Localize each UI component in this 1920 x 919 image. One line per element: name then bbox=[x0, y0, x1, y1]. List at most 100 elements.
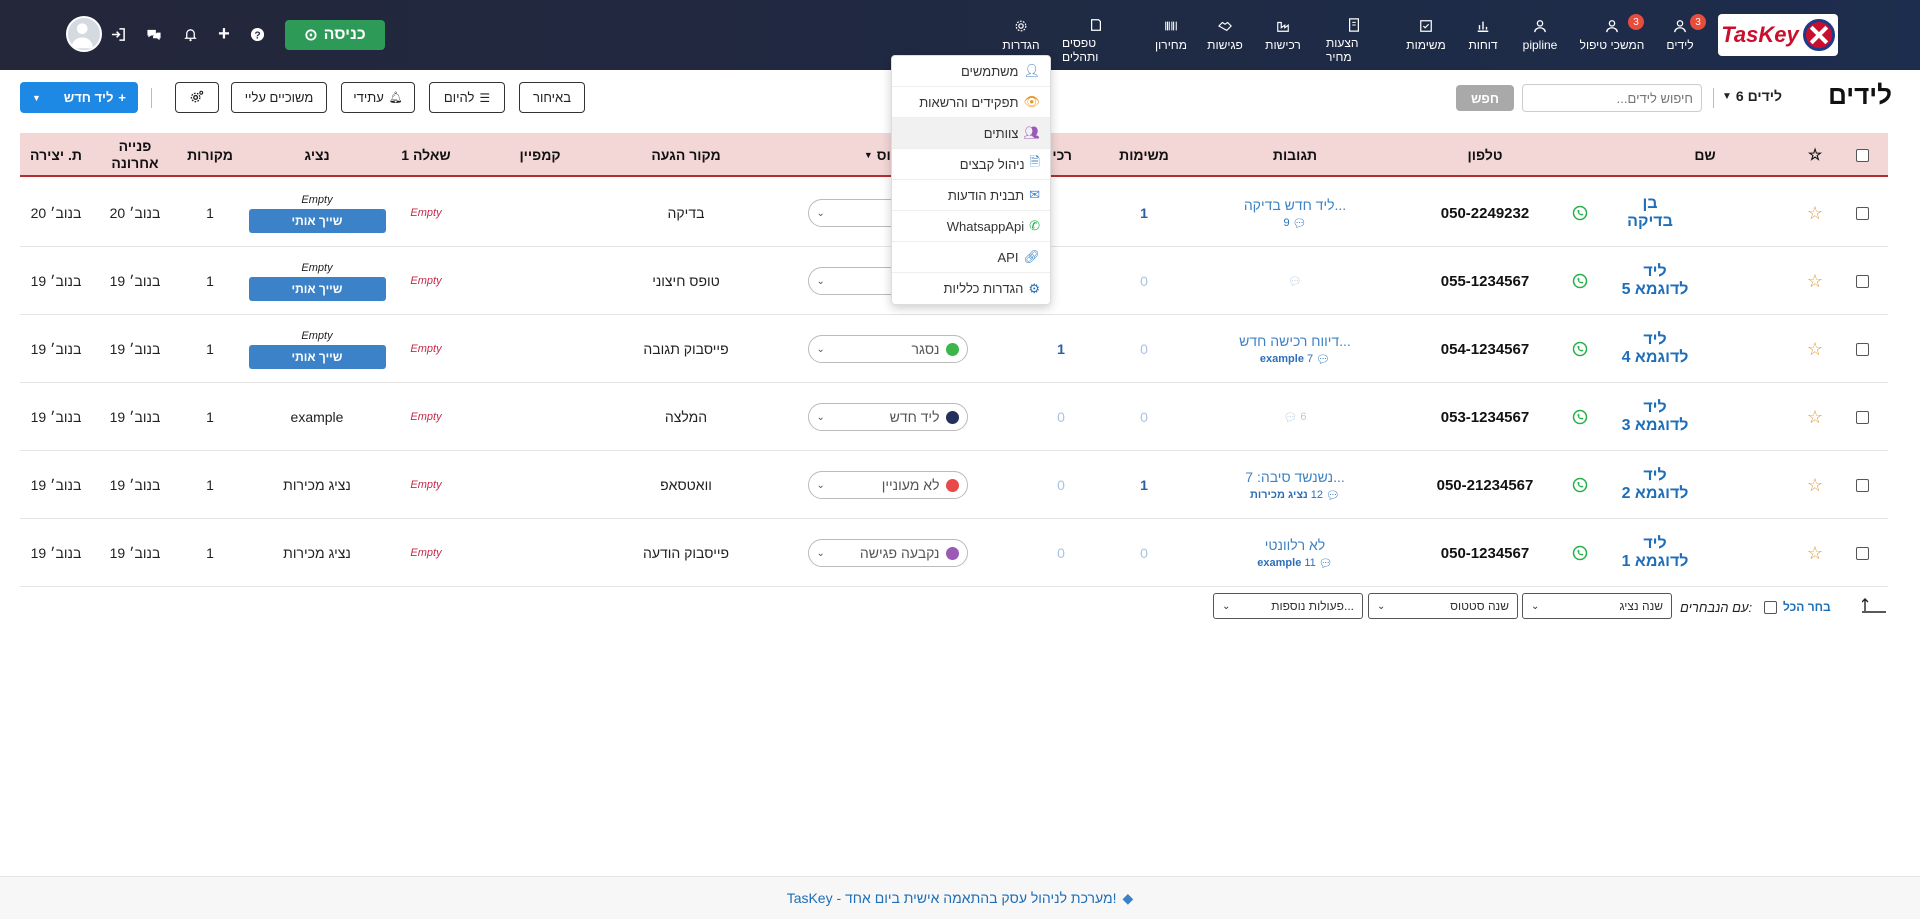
assign-me-button[interactable]: שייך אותי bbox=[248, 208, 386, 233]
nav-item-meetings[interactable]: פגישות bbox=[1207, 18, 1243, 58]
status-select[interactable]: ⌄ לא מעוניין bbox=[795, 451, 980, 519]
purchases-count[interactable]: 0 bbox=[1057, 477, 1065, 493]
menu-item-message-templates[interactable]: תבנית הודעות ✉ bbox=[892, 180, 1050, 211]
assign-me-button[interactable]: שייך אותי bbox=[248, 276, 386, 301]
nav-item-reports[interactable]: דוחות bbox=[1467, 18, 1499, 58]
new-lead-button[interactable]: ▼ ליד חדש + bbox=[20, 82, 138, 113]
nav-item-followups[interactable]: המשכי טיפול 3 bbox=[1578, 14, 1646, 58]
nav-item-pipeline[interactable]: pipline bbox=[1519, 18, 1561, 58]
nav-item-settings[interactable]: הגדרות bbox=[1002, 18, 1040, 58]
whatsapp-icon[interactable] bbox=[1560, 247, 1600, 315]
lead-name-link[interactable]: ליד לדוגמא 5 bbox=[1621, 263, 1689, 298]
columns-settings-button[interactable] bbox=[175, 82, 219, 113]
login-icon[interactable] bbox=[108, 24, 128, 44]
col-created[interactable]: ת. יצירה bbox=[30, 146, 82, 163]
nav-item-tasks[interactable]: משימות bbox=[1406, 18, 1446, 58]
assigned-to-me-button[interactable]: משוכיים עליי bbox=[231, 82, 327, 113]
nav-item-purchases[interactable]: רכישות bbox=[1264, 18, 1302, 58]
more-actions-select[interactable]: ⌄ פעולות נוספות... bbox=[1213, 593, 1363, 619]
status-select[interactable]: ⌄ נקבעה פגישה bbox=[795, 519, 980, 587]
purchases-count[interactable]: 1 bbox=[1057, 341, 1065, 357]
star-icon[interactable]: ☆ bbox=[1806, 202, 1824, 223]
row-checkbox[interactable] bbox=[1842, 179, 1882, 247]
table-row[interactable]: ☆ ליד לדוגמא 4 054-1234567 דיווח רכישה ח… bbox=[20, 315, 1888, 383]
select-all-bulk-checkbox[interactable] bbox=[1764, 600, 1777, 614]
col-sources[interactable]: מקורות bbox=[187, 146, 233, 163]
search-input[interactable] bbox=[1522, 84, 1702, 112]
assign-me-button[interactable]: שייך אותי bbox=[248, 344, 386, 369]
status-select[interactable]: ⌄ נסגר bbox=[795, 315, 980, 383]
whatsapp-icon[interactable] bbox=[1560, 451, 1600, 519]
tasks-count[interactable]: 0 bbox=[1140, 409, 1148, 425]
lead-name-link[interactable]: ליד לדוגמא 1 bbox=[1621, 535, 1689, 570]
row-checkbox[interactable] bbox=[1842, 451, 1882, 519]
change-status-select[interactable]: ⌄ שנה סטטוס bbox=[1368, 593, 1518, 619]
replies-cell[interactable]: לא רלוונטי 💬︎ 11 example bbox=[1257, 536, 1333, 570]
col-last-contact[interactable]: פנייה אחרונה bbox=[111, 138, 159, 171]
purchases-count[interactable]: 0 bbox=[1057, 409, 1065, 425]
lead-name-link[interactable]: ליד לדוגמא 4 bbox=[1621, 331, 1689, 366]
tasks-count[interactable]: 0 bbox=[1140, 341, 1148, 357]
tasks-count[interactable]: 0 bbox=[1140, 545, 1148, 561]
row-checkbox[interactable] bbox=[1842, 383, 1882, 451]
menu-item-teams[interactable]: צוותים 👥︎ bbox=[892, 118, 1050, 149]
col-tasks[interactable]: משימות bbox=[1119, 146, 1169, 163]
replies-cell[interactable]: 💬︎ 6 bbox=[1283, 410, 1307, 424]
status-select[interactable]: ⌄ ליד חדש bbox=[795, 383, 980, 451]
chat-icon[interactable] bbox=[144, 24, 164, 44]
late-filter-button[interactable]: באיחור bbox=[519, 82, 585, 113]
replies-cell[interactable]: ליד חדש בדיקה... 💬︎ 9 bbox=[1243, 196, 1347, 230]
menu-item-whatsapp-api[interactable]: WhatsappApi ✆ bbox=[892, 211, 1050, 242]
table-row[interactable]: ☆ ליד לדוגמא 1 050-1234567 לא רלוונטי 💬︎ 1… bbox=[20, 519, 1888, 587]
star-icon[interactable]: ☆ bbox=[1806, 542, 1824, 563]
app-logo[interactable]: TasKey bbox=[1718, 14, 1838, 56]
select-all-bulk[interactable]: בחר הכל bbox=[1764, 600, 1831, 614]
whatsapp-icon[interactable] bbox=[1560, 519, 1600, 587]
plus-icon[interactable]: + bbox=[218, 22, 230, 45]
lead-name-link[interactable]: בן בדיקה bbox=[1627, 195, 1673, 230]
row-checkbox[interactable] bbox=[1842, 315, 1882, 383]
today-filter-button[interactable]: להיום ☰ bbox=[429, 82, 505, 113]
nav-item-forms[interactable]: טפסים ותהלים bbox=[1062, 18, 1130, 64]
tasks-count[interactable]: 1 bbox=[1140, 477, 1148, 493]
table-row[interactable]: ☆ ליד לדוגמא 2 050-21234567 נשנשד סיבה: … bbox=[20, 451, 1888, 519]
menu-item-general-settings[interactable]: הגדרות כלליות ⚙ bbox=[943, 280, 1040, 297]
change-agent-select[interactable]: ⌄ שנה נציג bbox=[1522, 593, 1672, 619]
future-filter-button[interactable]: עתידי 🔔︎ bbox=[341, 82, 415, 113]
table-row[interactable]: ☆ ליד לדוגמא 3 053-1234567 💬︎ 6 0 0 ⌄ ליד … bbox=[20, 383, 1888, 451]
search-button[interactable]: חפש bbox=[1456, 85, 1514, 111]
menu-item-users[interactable]: משתמשים 👤︎ bbox=[892, 56, 1050, 87]
lead-name-link[interactable]: ליד לדוגמא 2 bbox=[1621, 467, 1689, 502]
col-phone[interactable]: טלפון bbox=[1467, 146, 1503, 163]
col-purchases[interactable]: רכי bbox=[1052, 146, 1072, 163]
star-icon[interactable]: ☆ bbox=[1806, 270, 1824, 291]
col-name[interactable]: שם bbox=[1694, 146, 1716, 163]
replies-cell[interactable]: נשנשד סיבה: 7... 💬︎ 12 נציג מכירות bbox=[1245, 468, 1345, 502]
menu-item-api[interactable]: API 🔗︎ bbox=[892, 242, 1050, 273]
menu-item-files[interactable]: ניהול קבצים 🗎 bbox=[892, 149, 1050, 180]
col-question[interactable]: שאלה 1 bbox=[401, 146, 451, 163]
row-checkbox[interactable] bbox=[1842, 247, 1882, 315]
whatsapp-icon[interactable] bbox=[1560, 315, 1600, 383]
purchases-count[interactable]: 0 bbox=[1057, 545, 1065, 561]
bell-icon[interactable] bbox=[180, 24, 200, 44]
menu-item-roles[interactable]: תפקידים והרשאות 👁︎ bbox=[892, 87, 1050, 118]
replies-cell[interactable]: דיווח רכישה חדש... 💬︎ 7 example bbox=[1239, 332, 1351, 366]
col-source[interactable]: מקור הגעה bbox=[651, 146, 721, 163]
whatsapp-icon[interactable] bbox=[1560, 383, 1600, 451]
nav-item-leads[interactable]: לידים 3 bbox=[1662, 14, 1706, 58]
nav-item-quotes[interactable]: הצעות מחיר bbox=[1326, 18, 1382, 64]
whatsapp-icon[interactable] bbox=[1560, 179, 1600, 247]
replies-cell[interactable]: 💬︎ bbox=[1210, 247, 1380, 315]
tasks-count[interactable]: 0 bbox=[1140, 273, 1148, 289]
lead-name-link[interactable]: ליד לדוגמא 3 bbox=[1621, 399, 1689, 434]
checkin-button[interactable]: ⊙ כניסה bbox=[285, 20, 385, 50]
help-icon[interactable]: ? bbox=[247, 24, 267, 44]
col-campaign[interactable]: קמפיין bbox=[519, 146, 561, 163]
star-icon[interactable]: ☆ bbox=[1806, 406, 1824, 427]
select-all-checkbox[interactable] bbox=[1842, 133, 1882, 177]
nav-item-pricelist[interactable]: מחירון bbox=[1153, 18, 1189, 58]
star-icon[interactable]: ☆ bbox=[1806, 338, 1824, 359]
row-checkbox[interactable] bbox=[1842, 519, 1882, 587]
col-replies[interactable]: תגובות bbox=[1272, 146, 1318, 163]
